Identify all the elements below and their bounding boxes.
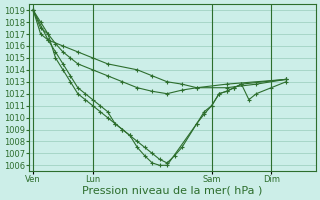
X-axis label: Pression niveau de la mer( hPa ): Pression niveau de la mer( hPa ) bbox=[83, 186, 263, 196]
